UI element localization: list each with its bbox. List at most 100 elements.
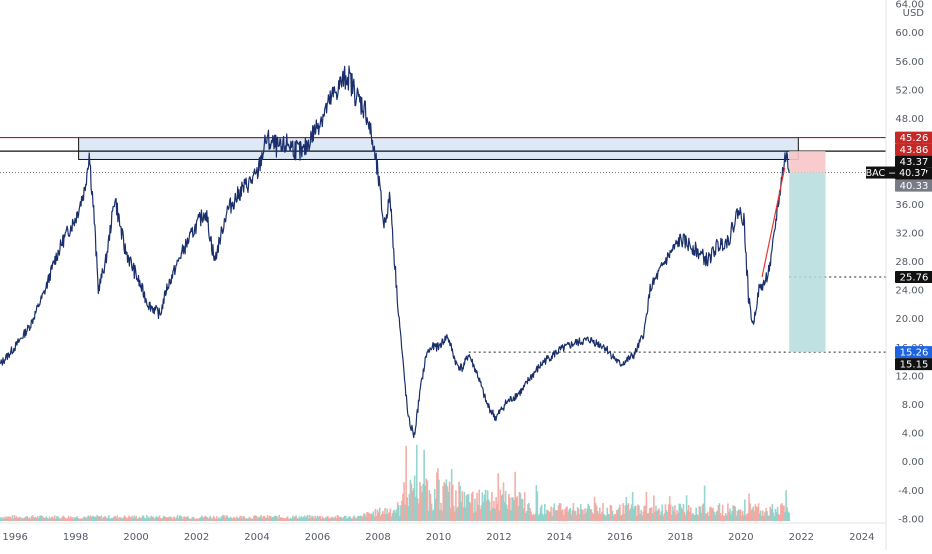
volume-bar bbox=[754, 504, 757, 521]
volume-bar bbox=[509, 497, 511, 521]
volume-bar bbox=[285, 517, 288, 521]
volume-bar bbox=[132, 518, 134, 521]
price-series-line[interactable] bbox=[0, 65, 790, 439]
volume-bar bbox=[660, 511, 663, 521]
y-tick-label: 36.00 bbox=[895, 200, 924, 211]
volume-bar bbox=[631, 492, 634, 521]
volume-bar bbox=[205, 516, 207, 521]
volume-bar bbox=[727, 503, 729, 521]
volume-bar bbox=[304, 517, 307, 521]
volume-bar bbox=[28, 517, 31, 521]
volume-bar bbox=[261, 518, 264, 521]
volume-bar bbox=[306, 515, 309, 521]
volume-bar bbox=[383, 513, 385, 521]
volume-bar bbox=[10, 518, 13, 521]
volume-bar bbox=[458, 481, 460, 521]
volume-bar bbox=[123, 515, 126, 521]
volume-bar bbox=[26, 515, 29, 521]
volume-bar bbox=[644, 505, 647, 521]
volume-bar bbox=[490, 510, 492, 521]
volume-bar bbox=[619, 504, 621, 521]
profit-target-zone[interactable] bbox=[789, 172, 826, 353]
volume-bar bbox=[539, 507, 542, 521]
volume-bar bbox=[92, 515, 94, 521]
volume-bar bbox=[47, 518, 50, 521]
volume-bar bbox=[231, 518, 234, 521]
currency-label: USD bbox=[903, 8, 925, 19]
volume-bar bbox=[701, 504, 704, 521]
volume-bar bbox=[393, 509, 396, 521]
volume-bar bbox=[312, 516, 314, 521]
volume-bar bbox=[311, 515, 313, 521]
volume-bar bbox=[503, 502, 506, 521]
volume-bar bbox=[487, 499, 490, 521]
volume-bar bbox=[65, 518, 68, 521]
volume-bar bbox=[282, 518, 285, 521]
volume-bar bbox=[27, 518, 30, 521]
volume-bar bbox=[605, 515, 607, 521]
volume-bar bbox=[614, 514, 617, 521]
volume-bar bbox=[640, 509, 642, 521]
volume-bar bbox=[364, 513, 366, 521]
volume-bar bbox=[651, 513, 654, 521]
volume-bar bbox=[695, 507, 697, 521]
volume-bar bbox=[102, 517, 105, 521]
volume-bar bbox=[334, 516, 337, 521]
volume-bar bbox=[623, 513, 625, 521]
stop-loss-zone[interactable] bbox=[789, 151, 826, 173]
volume-bar bbox=[250, 518, 253, 521]
volume-bar bbox=[691, 514, 693, 521]
volume-bar bbox=[227, 517, 230, 521]
volume-bar bbox=[429, 494, 432, 521]
volume-bar bbox=[442, 486, 444, 521]
volume-bar bbox=[255, 515, 257, 521]
volume-bar bbox=[259, 516, 261, 521]
volume-bar bbox=[582, 509, 584, 521]
volume-bar bbox=[67, 515, 70, 521]
volume-bar bbox=[410, 483, 413, 521]
volume-bar bbox=[150, 515, 152, 521]
volume-bar bbox=[741, 510, 744, 521]
volume-bar bbox=[635, 505, 637, 521]
volume-bar bbox=[59, 518, 61, 521]
volume-bar bbox=[469, 503, 472, 521]
volume-bar bbox=[657, 509, 659, 521]
y-tick-label: 28.00 bbox=[895, 257, 924, 268]
trend-line[interactable] bbox=[761, 167, 786, 278]
volume-bar bbox=[203, 517, 205, 521]
volume-bar bbox=[759, 510, 762, 521]
x-tick-label: 2006 bbox=[305, 532, 330, 543]
volume-bar bbox=[370, 513, 373, 521]
volume-bar bbox=[147, 517, 149, 521]
volume-bar bbox=[481, 492, 484, 521]
resistance-zone-box[interactable] bbox=[78, 137, 799, 160]
volume-bar bbox=[69, 516, 72, 521]
volume-bar bbox=[485, 500, 488, 521]
volume-bar bbox=[762, 510, 764, 521]
volume-bar bbox=[479, 509, 482, 521]
volume-bar bbox=[718, 503, 721, 521]
volume-bar bbox=[745, 515, 747, 521]
volume-bar bbox=[746, 513, 748, 521]
volume-bar bbox=[655, 505, 657, 521]
y-tick-label: -8.00 bbox=[898, 514, 924, 525]
volume-bar bbox=[296, 518, 298, 521]
volume-bar bbox=[672, 506, 674, 521]
volume-bar bbox=[266, 515, 269, 521]
volume-bar bbox=[103, 516, 106, 521]
volume-bar bbox=[783, 505, 785, 521]
volume-bar bbox=[556, 510, 559, 521]
volume-bar bbox=[770, 508, 773, 521]
y-tick-label: 32.00 bbox=[895, 228, 924, 239]
volume-bar bbox=[60, 518, 62, 521]
volume-bar bbox=[325, 516, 328, 521]
volume-bar bbox=[88, 517, 91, 521]
volume-bar bbox=[29, 518, 32, 521]
volume-bar bbox=[178, 515, 181, 521]
volume-bar bbox=[647, 512, 650, 521]
volume-bar bbox=[656, 511, 658, 521]
ticker-chip-text: BAC − 40.37 bbox=[866, 168, 927, 179]
volume-bar bbox=[650, 507, 653, 521]
volume-bar bbox=[681, 509, 684, 521]
